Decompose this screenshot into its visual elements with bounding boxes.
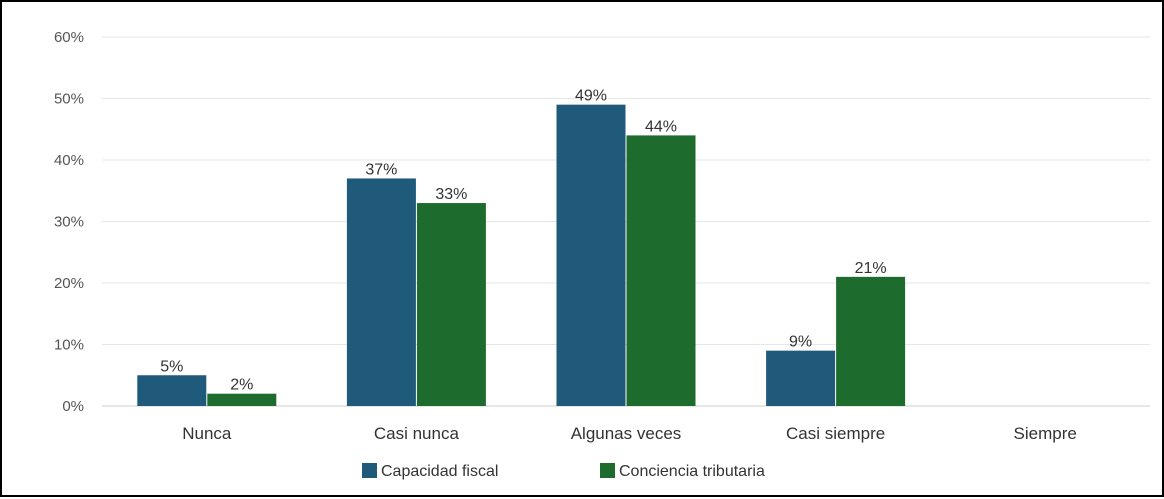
bar — [137, 375, 207, 406]
bar — [766, 350, 836, 406]
y-tick-label: 30% — [54, 214, 84, 231]
legend-label: Conciencia tributaria — [619, 463, 765, 480]
data-label: 9% — [789, 334, 812, 351]
y-tick-label: 40% — [54, 152, 84, 169]
data-label: 2% — [230, 377, 253, 394]
bar — [556, 104, 626, 407]
legend-swatch — [600, 463, 615, 478]
x-category-label: Casi siempre — [786, 424, 885, 443]
y-tick-label: 50% — [54, 91, 84, 108]
data-label: 21% — [855, 260, 887, 277]
bar — [416, 203, 486, 406]
data-label: 5% — [160, 358, 183, 375]
y-tick-label: 10% — [54, 337, 84, 354]
bar — [346, 178, 416, 406]
data-label: 44% — [645, 118, 677, 135]
x-category-label: Algunas veces — [571, 424, 682, 443]
x-category-label: Casi nunca — [374, 424, 460, 443]
data-label: 33% — [435, 186, 467, 203]
legend-label: Capacidad fiscal — [381, 463, 498, 480]
bar — [207, 393, 277, 406]
x-category-label: Nunca — [182, 424, 232, 443]
data-label: 37% — [365, 161, 397, 178]
y-tick-label: 20% — [54, 275, 84, 292]
bar — [836, 276, 906, 406]
bar — [626, 135, 696, 406]
y-tick-label: 0% — [62, 398, 84, 415]
x-category-label: Siempre — [1014, 424, 1077, 443]
data-label: 49% — [575, 88, 607, 105]
y-tick-label: 60% — [54, 29, 84, 46]
legend-swatch — [362, 463, 377, 478]
